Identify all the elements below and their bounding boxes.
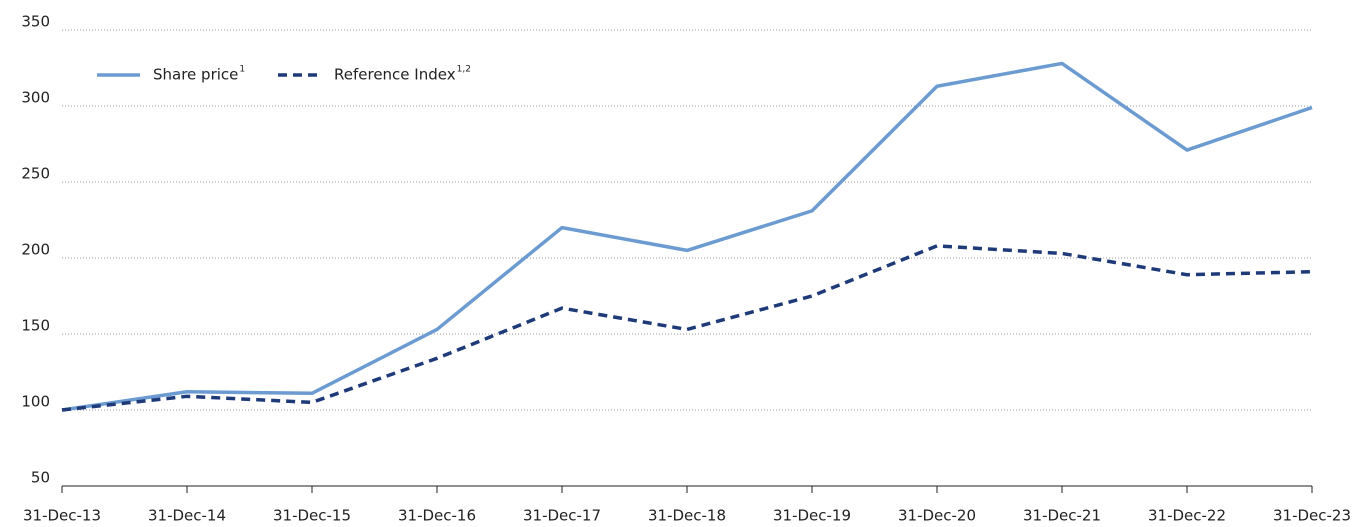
y-tick-label: 300 [21,89,50,107]
y-tick-label: 50 [31,469,50,487]
x-tick-label: 31-Dec-19 [773,507,851,525]
legend-label: Share price [153,66,238,84]
legend-label: Reference Index [334,66,456,84]
y-tick-label: 100 [21,393,50,411]
series-line [61,61,1313,412]
x-tick-label: 31-Dec-13 [23,507,101,525]
y-tick-label: 150 [21,317,50,335]
legend-superscript: 1 [239,65,245,75]
y-tick-label: 200 [21,241,50,259]
legend-superscript: 1,2 [457,65,471,75]
x-tick-label: 31-Dec-22 [1148,507,1226,525]
series-line [61,244,1313,412]
y-tick-label: 250 [21,165,50,183]
x-tick-label: 31-Dec-20 [898,507,976,525]
x-tick-label: 31-Dec-21 [1023,507,1101,525]
x-tick-label: 31-Dec-14 [148,507,226,525]
x-tick-label: 31-Dec-17 [523,507,601,525]
x-tick-label: 31-Dec-15 [273,507,351,525]
x-tick-label: 31-Dec-16 [398,507,476,525]
x-tick-label: 31-Dec-18 [648,507,726,525]
y-tick-label: 350 [21,13,50,31]
x-tick-label: 31-Dec-23 [1273,507,1351,525]
